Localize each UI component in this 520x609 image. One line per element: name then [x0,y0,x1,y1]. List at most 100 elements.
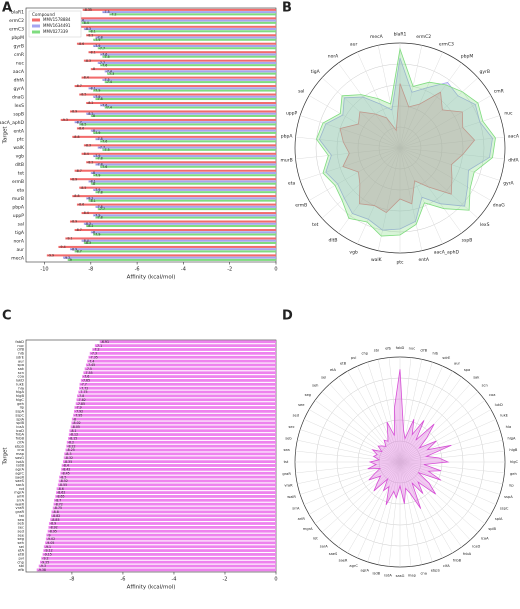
spoke [377,461,401,565]
y-tick-label: nuc [17,344,24,348]
value-label: -8.7 [55,498,61,502]
bar [93,95,276,98]
y-tick-label: norA [13,238,24,244]
value-label: -7.9 [94,173,100,177]
value-label: -8.22 [67,444,75,448]
bar [90,129,276,132]
spoke [308,95,401,149]
y-tick-label: seb [18,522,25,526]
value-label: -9.4 [59,245,65,249]
axis-label: fnbB [453,559,462,563]
y-tick-label: geh [17,402,24,406]
y-tick-label: dltB [15,162,24,168]
value-label: -8.4 [83,211,89,215]
bar [83,28,277,31]
x-axis-label: Affinity (kcal/mol) [127,585,176,591]
bar [55,495,277,498]
y-tick-label: icaD [16,429,24,433]
axis-label: sarA [320,545,329,549]
bar [95,157,276,160]
spoke [399,365,443,463]
spoke [399,51,443,149]
y-tick-label: isdA [16,460,24,464]
axis-label: sak [473,375,480,379]
spoke [314,400,401,463]
value-label: -8.1 [90,29,96,33]
y-tick-label: graR [15,510,24,514]
x-tick-label: 0 [274,267,277,273]
axis-label: sed [293,414,299,418]
value-label: -7.3 [91,352,97,356]
spoke [399,439,503,463]
bar [90,68,276,71]
bar [95,138,276,141]
spoke [399,359,423,463]
spoke [399,147,479,219]
spoke [399,45,423,149]
value-label: -9.02 [47,537,55,541]
axis-label: etB [340,361,347,365]
bar [40,560,277,564]
axis-label: pvl [351,356,356,360]
axis-label: tst [284,460,289,464]
bar [47,529,277,533]
value-label: -9.25 [41,560,49,564]
spoke [399,370,453,463]
value-label: -8.7 [76,169,82,173]
y-tick-label: sspA [15,410,24,414]
axis-label: vgb [349,250,358,256]
y-axis-label: Target [3,126,9,145]
bar [99,340,276,344]
value-label: -8.2 [87,33,93,37]
bar [61,467,276,471]
value-label: -7.4 [88,359,94,363]
x-axis-label: Affinity (kcal/mol) [127,275,176,281]
axis-label: isdA [384,573,392,577]
y-tick-label: mgrA [14,491,24,495]
bar [97,47,276,50]
y-tick-label: uppP [13,213,25,219]
value-label: -8.6 [58,487,64,491]
axis-label: sspC [500,506,509,510]
value-label: -8.02 [72,421,80,425]
value-label: -8.8 [73,194,79,198]
bar [63,256,277,259]
axis-label: sbi [374,348,379,352]
panel-letter: D [282,309,293,324]
value-label: -7.55 [84,371,92,375]
bar [76,398,277,402]
spoke [357,461,401,559]
value-label: -8 [92,67,95,71]
bar [88,180,276,183]
spoke [399,147,505,160]
spoke [399,147,462,234]
axis-label: sei [321,375,326,379]
legend-swatch [32,24,40,28]
axis-label: icaA [481,536,489,540]
bar [79,382,276,386]
value-label: -9.38 [38,568,46,572]
value-label: -7.7 [81,382,87,386]
axis-label: dltB [329,238,338,244]
bar [104,81,276,84]
value-label: -8.9 [50,522,56,526]
y-tick-label: dhfA [14,77,25,83]
spoke [399,461,503,485]
value-label: -6.91 [101,340,109,344]
bar [93,233,276,236]
y-tick-label: aur [17,247,25,253]
value-label: -7.6 [101,63,107,67]
y-tick-label: seg [18,537,24,541]
value-label: -7.2 [93,348,99,352]
legend-title: Compound [32,12,55,17]
value-label: -7.3 [108,72,114,76]
value-label: -7.85 [77,402,85,406]
value-label: -7.8 [96,190,102,194]
value-label: -8.7 [76,250,82,254]
spoke [399,461,433,562]
spoke [297,439,401,463]
axis-label: norA [328,53,339,59]
axis-label: clfB [420,348,427,352]
y-tick-label: hlgB [16,394,25,398]
